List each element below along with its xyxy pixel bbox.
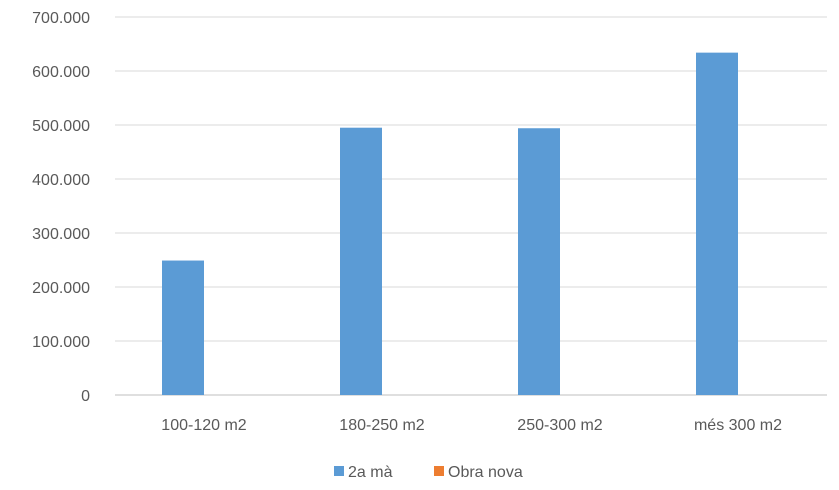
legend-swatch [434,466,444,476]
bar-segona-ma [340,127,382,395]
x-tick-label: 250-300 m2 [517,417,602,434]
y-tick-label: 700.000 [32,10,90,27]
legend-label: Obra nova [448,464,523,481]
bar-segona-ma [518,128,560,396]
y-tick-label: 300.000 [32,226,90,243]
y-tick-label: 100.000 [32,334,90,351]
y-tick-label: 0 [81,388,90,405]
bars [162,52,738,396]
x-tick-label: 100-120 m2 [161,417,246,434]
y-tick-label: 400.000 [32,172,90,189]
y-tick-label: 600.000 [32,64,90,81]
x-tick-label: 180-250 m2 [339,417,424,434]
y-tick-label: 200.000 [32,280,90,297]
legend: 2a mà Obra nova [334,464,523,481]
y-tick-label: 500.000 [32,118,90,135]
gridlines [115,16,827,396]
y-axis: 0 100.000 200.000 300.000 400.000 500.000 600.… [32,10,90,405]
legend-swatch [334,466,344,476]
legend-label: 2a mà [348,464,393,481]
x-axis: 100-120 m2 180-250 m2 250-300 m2 més 300 m2 [161,417,782,434]
bar-segona-ma [162,260,204,395]
bar-segona-ma [696,52,738,395]
x-tick-label: més 300 m2 [694,417,782,434]
